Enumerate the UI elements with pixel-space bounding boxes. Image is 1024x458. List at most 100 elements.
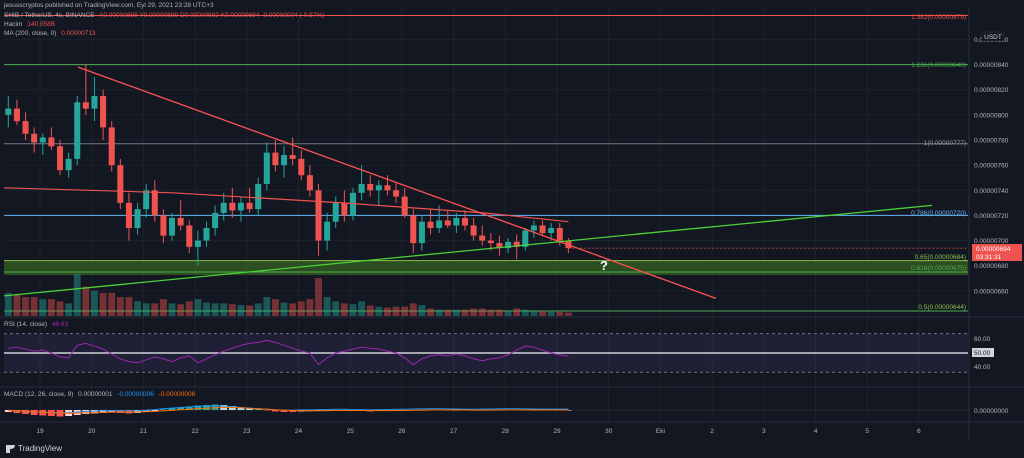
time-tick: 29 — [553, 428, 561, 435]
price-tick: 0.00000780 — [974, 138, 1009, 145]
macd-hist-bar — [22, 410, 29, 414]
volume-bar — [56, 301, 64, 316]
candle-body — [117, 165, 124, 203]
symbol-text[interactable]: SHIB / TetherUS, 4s, BINANCE — [4, 12, 95, 19]
candle-body — [177, 217, 184, 226]
volume-bar — [306, 299, 314, 316]
candle-body — [505, 241, 512, 249]
volume-bar — [168, 303, 176, 316]
volume-bar — [409, 303, 417, 316]
volume-bar — [220, 303, 228, 316]
candle-body — [203, 228, 210, 241]
candle-body — [324, 221, 331, 241]
price-tick: 0.00000840 — [974, 62, 1009, 69]
volume-bar — [211, 303, 219, 316]
ma-legend[interactable]: MA (200, close, 0) 0.00000713 — [4, 30, 99, 38]
volume-bar — [228, 304, 236, 316]
volume-bar — [263, 297, 271, 316]
price-tick: 0.00000660 — [974, 288, 1009, 295]
fib-label-5: 0.5(0.00000644) — [918, 304, 966, 311]
candle-body — [470, 225, 477, 236]
macd-hist-bar — [289, 410, 297, 412]
volume-bar — [427, 308, 434, 316]
candle-body — [513, 241, 520, 247]
ohlc-values: A0.00000698 Y0.00000699 D0.00000692 K0.0… — [99, 12, 325, 19]
price-tick: 0.00000700 — [974, 238, 1009, 245]
macd-hist-bar — [142, 410, 150, 412]
candle-body — [487, 240, 494, 244]
volume-bar — [39, 299, 47, 316]
volume-bar — [159, 299, 167, 316]
ma200-line — [3, 187, 569, 223]
candle-body — [160, 215, 167, 236]
volume-bar — [564, 312, 572, 316]
time-tick: 2 — [710, 428, 714, 435]
candle-body — [418, 221, 425, 244]
macd-legend[interactable]: MACD (12, 26, close, 9) 0.00000001 -0.00… — [4, 391, 198, 399]
rsi-legend[interactable]: RSI (14, close) 46.63 — [4, 321, 71, 329]
candle-body — [522, 230, 529, 247]
volume-legend[interactable]: Hacim 140.058B — [4, 21, 58, 29]
volume-bar — [547, 311, 555, 316]
candle-body — [358, 184, 365, 193]
question-annotation: ? — [600, 258, 608, 273]
symbol-line: SHIB / TetherUS, 4s, BINANCE A0.00000698… — [4, 12, 327, 20]
candle-body — [13, 108, 20, 122]
candle-body — [151, 190, 158, 216]
candle-body — [436, 220, 443, 228]
volume-bar — [470, 308, 478, 316]
candle-body — [410, 215, 417, 244]
macd-hist-bar — [116, 410, 124, 413]
candle-body — [530, 225, 537, 231]
currency-box — [981, 31, 1005, 42]
volume-bar — [280, 302, 288, 316]
macd-hist-bar — [280, 410, 288, 412]
macd-hist-bar — [73, 410, 81, 415]
candle-body — [31, 133, 38, 143]
candle-body — [220, 202, 227, 213]
time-tick: 23 — [243, 428, 251, 435]
candle-body — [281, 155, 288, 166]
macd-hist-bar — [177, 407, 185, 410]
fib-label-1: 1(0.00000777) — [924, 140, 966, 147]
volume-bar — [13, 295, 21, 316]
macd-label: MACD (12, 26, close, 9) — [4, 391, 74, 398]
time-tick: 22 — [191, 428, 199, 435]
countdown-label: 03:31:31 — [976, 254, 1002, 261]
macd-hist-bar — [168, 408, 176, 410]
volume-bar — [366, 305, 374, 316]
macd-value-3: -0.00000006 — [158, 391, 196, 398]
candle-body — [298, 158, 305, 176]
candle-body — [367, 184, 374, 191]
volume-bar — [349, 304, 357, 316]
volume-bar — [151, 303, 159, 316]
rsi-tick-40: 40.00 — [974, 364, 991, 371]
candle-body — [393, 190, 400, 197]
grid-layer — [0, 8, 1024, 440]
macd-hist-bar — [237, 407, 245, 410]
volume-bar — [116, 297, 124, 316]
macd-hist-bar — [91, 410, 98, 414]
candle-body — [125, 202, 132, 228]
macd-signal-line — [8, 407, 569, 414]
time-tick: 20 — [88, 428, 96, 435]
macd-hist-bar — [4, 410, 12, 412]
time-tick: Eki — [656, 428, 665, 435]
rsi-tick-60: 60.00 — [974, 336, 991, 343]
price-tick: 0.00000820 — [974, 87, 1009, 94]
candle-body — [56, 146, 64, 171]
candles — [5, 64, 572, 266]
tradingview-footer[interactable]: TradingView — [6, 444, 62, 453]
volume-bar — [315, 278, 322, 316]
rsi-tick-50: 50.00 — [974, 350, 991, 357]
time-tick: 21 — [140, 428, 148, 435]
candle-body — [186, 225, 193, 247]
volume-label: Hacim — [4, 21, 23, 28]
time-tick: 5 — [865, 428, 869, 435]
fib-label-1382: 1.382(0.00000879) — [911, 14, 966, 21]
volume-bar — [30, 297, 38, 316]
macd-hist-bar — [151, 410, 159, 411]
volume-bar — [444, 309, 452, 316]
candle-body — [289, 155, 296, 159]
